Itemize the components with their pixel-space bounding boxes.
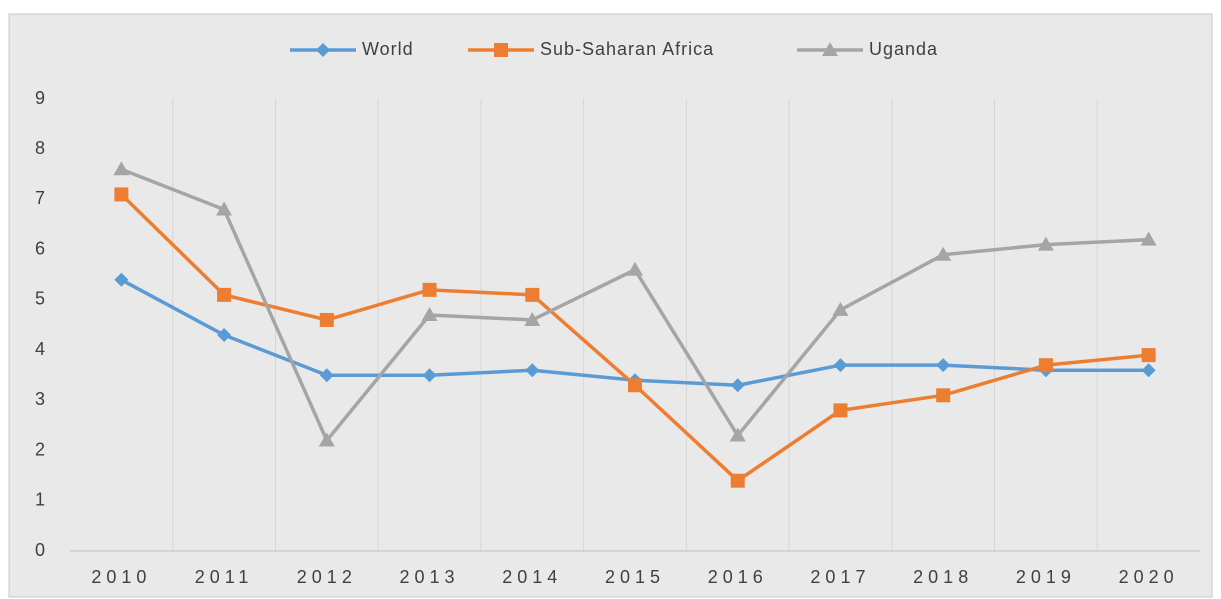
data-point bbox=[1038, 358, 1053, 373]
data-point bbox=[730, 378, 745, 393]
y-tick-label: 0 bbox=[35, 540, 45, 560]
data-point bbox=[936, 388, 951, 403]
data-point bbox=[422, 282, 437, 297]
data-point bbox=[217, 287, 232, 302]
legend-marker bbox=[316, 43, 330, 57]
y-tick-label: 7 bbox=[35, 188, 45, 208]
data-point bbox=[216, 201, 233, 216]
chart-area bbox=[8, 13, 1213, 598]
y-tick-label: 8 bbox=[35, 138, 45, 158]
x-tick-label: 2016 bbox=[708, 567, 768, 587]
data-point bbox=[114, 272, 129, 287]
data-point bbox=[729, 427, 746, 442]
x-tick-label: 2018 bbox=[913, 567, 973, 587]
y-tick-label: 3 bbox=[35, 389, 45, 409]
legend-label: Uganda bbox=[869, 39, 938, 59]
y-tick-label: 4 bbox=[35, 339, 45, 359]
data-point bbox=[319, 368, 334, 383]
x-tick-label: 2011 bbox=[195, 567, 254, 587]
data-point bbox=[1141, 363, 1156, 378]
legend-marker bbox=[494, 43, 508, 57]
y-tick-label: 9 bbox=[35, 88, 45, 108]
data-point bbox=[628, 378, 642, 393]
data-point bbox=[1037, 236, 1054, 251]
data-point bbox=[935, 246, 952, 261]
x-tick-label: 2012 bbox=[297, 567, 357, 587]
data-point bbox=[113, 161, 130, 176]
data-point bbox=[422, 368, 437, 383]
x-tick-label: 2017 bbox=[810, 567, 870, 587]
data-point bbox=[421, 306, 438, 321]
data-point bbox=[114, 187, 129, 202]
data-point bbox=[217, 328, 232, 343]
data-point bbox=[1140, 231, 1157, 246]
data-point bbox=[832, 301, 849, 316]
data-point bbox=[627, 261, 643, 276]
legend-marker bbox=[822, 42, 838, 56]
x-tick-label: 2015 bbox=[605, 567, 665, 587]
data-point bbox=[730, 473, 745, 488]
data-point bbox=[833, 358, 848, 373]
data-point bbox=[525, 363, 540, 378]
data-point bbox=[318, 432, 335, 447]
x-tick-label: 2020 bbox=[1119, 567, 1179, 587]
legend-label: World bbox=[362, 39, 414, 59]
data-point bbox=[525, 287, 540, 302]
x-tick-label: 2013 bbox=[400, 567, 460, 587]
data-point bbox=[524, 311, 541, 326]
data-point bbox=[1141, 348, 1156, 363]
legend-label: Sub-Saharan Africa bbox=[540, 39, 714, 59]
y-tick-label: 5 bbox=[35, 289, 45, 309]
y-tick-label: 2 bbox=[35, 439, 45, 459]
data-point bbox=[319, 312, 334, 327]
data-point bbox=[936, 358, 951, 373]
x-tick-label: 2019 bbox=[1016, 567, 1076, 587]
x-tick-label: 2010 bbox=[91, 567, 151, 587]
y-tick-label: 1 bbox=[35, 490, 45, 510]
data-point bbox=[833, 403, 848, 418]
y-tick-label: 6 bbox=[35, 238, 45, 258]
x-tick-label: 2014 bbox=[502, 567, 562, 587]
